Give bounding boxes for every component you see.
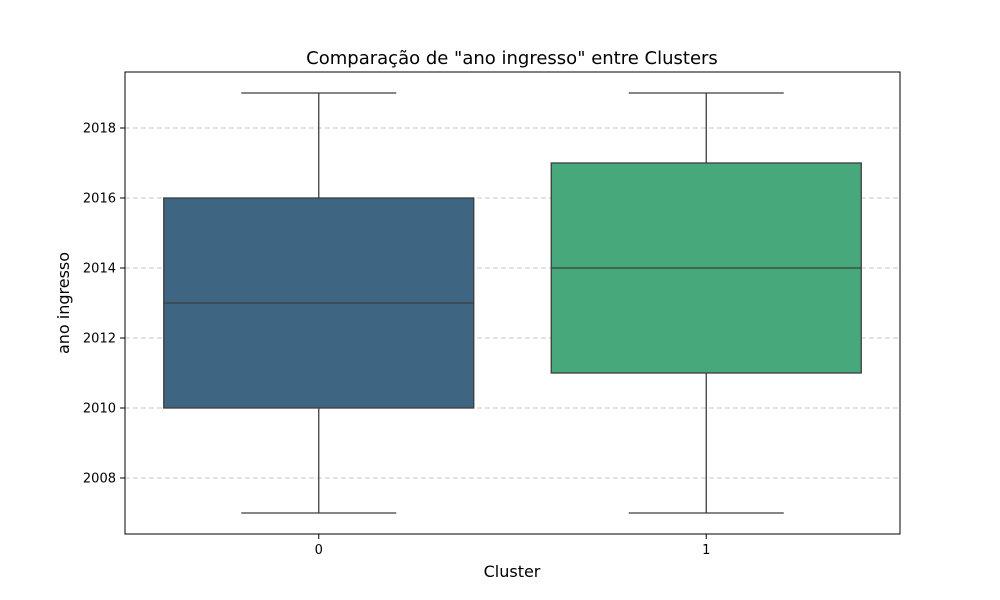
x-tick-label: 0: [315, 543, 323, 558]
chart-title: Comparação de "ano ingresso" entre Clust…: [306, 48, 718, 69]
y-tick-label: 2010: [83, 402, 116, 417]
plot-frame: [124, 71, 901, 535]
y-tick-label: 2014: [83, 262, 116, 277]
boxes: [163, 92, 862, 514]
y-tick-label: 2012: [83, 332, 116, 347]
axis-ticks: 2008 2010 2012 2014 2016 2018 0 1: [83, 122, 710, 559]
y-axis-label: ano ingresso: [54, 252, 73, 354]
x-axis-label: Cluster: [484, 562, 541, 581]
box-cluster-1: [550, 92, 862, 514]
y-tick-label: 2018: [83, 122, 116, 137]
y-tick-label: 2008: [83, 472, 116, 487]
x-tick-label: 1: [702, 543, 710, 558]
box-cluster-0: [163, 92, 475, 514]
y-tick-label: 2016: [83, 192, 116, 207]
